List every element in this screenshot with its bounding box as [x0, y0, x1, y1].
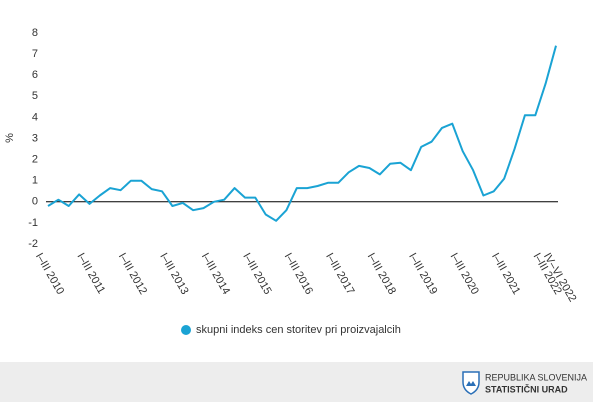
x-tick-label: I–III 2019	[406, 251, 439, 297]
x-tick-label: I–III 2011	[74, 251, 107, 296]
x-tick-label: I–III 2020	[448, 251, 481, 297]
y-tick-label: -2	[28, 238, 38, 250]
logo	[462, 371, 480, 395]
y-tick-label: 0	[32, 196, 38, 208]
x-tick-label: I–III 2010	[33, 251, 66, 297]
y-axis-label: %	[4, 133, 16, 143]
y-tick-label: 4	[32, 111, 38, 123]
x-tick-label: I–III 2021	[489, 251, 522, 297]
y-tick-label: 2	[32, 154, 38, 166]
x-tick-label: I–III 2014	[199, 251, 232, 297]
x-tick-label: I–III 2013	[157, 251, 190, 297]
data-line	[47, 45, 557, 222]
y-tick-label: 6	[32, 69, 38, 81]
y-tick-label: 7	[32, 48, 38, 60]
legend-label: skupni indeks cen storitev pri proizvaja…	[196, 324, 401, 336]
y-tick-label: 8	[32, 27, 38, 39]
legend-marker	[181, 325, 191, 335]
footer-line1: REPUBLIKA SLOVENIJA	[485, 372, 587, 382]
y-tick-label: 1	[32, 175, 38, 187]
x-tick-label: I–III 2015	[240, 251, 273, 297]
footer-band	[0, 362, 593, 402]
y-tick-label: -1	[28, 217, 38, 229]
x-tick-label: I–III 2012	[116, 251, 149, 297]
x-tick-label: I–III 2018	[365, 251, 398, 297]
y-tick-label: 5	[32, 90, 38, 102]
footer-line2: STATISTIČNI URAD	[485, 383, 568, 394]
x-tick-label: I–III 2017	[323, 251, 356, 297]
x-tick-label: I–III 2016	[282, 251, 315, 297]
y-tick-label: 3	[32, 132, 38, 144]
